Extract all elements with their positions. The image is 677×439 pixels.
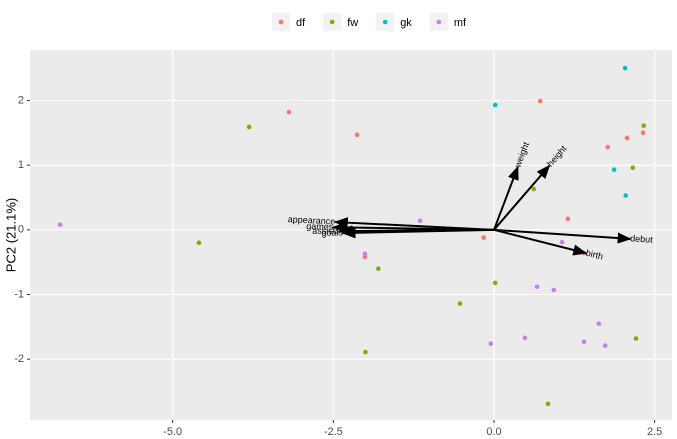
point (624, 135, 630, 141)
point (640, 130, 646, 136)
point (481, 235, 487, 240)
point (354, 132, 360, 138)
legend-symbol (436, 19, 442, 25)
legend-symbol (329, 19, 335, 25)
point (57, 222, 63, 227)
x-tick-label: 2.5 (647, 426, 662, 438)
loading-label: games (306, 221, 334, 231)
point (602, 343, 608, 348)
point (534, 284, 540, 290)
loading-label: appearance (288, 214, 336, 226)
loading-arrow (493, 228, 588, 256)
y-axis-title: PC2 (21.1%) (3, 198, 18, 272)
point (559, 239, 565, 245)
x-tick-label: -2.5 (324, 426, 343, 438)
point (565, 216, 571, 222)
point (531, 186, 537, 192)
loading-arrow (341, 227, 495, 239)
point (488, 341, 494, 346)
legend: df fw gk mf (272, 13, 467, 31)
legend-label: df (296, 17, 306, 29)
x-tick-label: 0.0 (486, 426, 501, 438)
loading-label: assists (312, 225, 340, 235)
y-tick-label: -2 (14, 353, 24, 365)
point (362, 251, 368, 257)
point (633, 336, 639, 341)
point (286, 109, 292, 115)
loading-label: debut (630, 233, 654, 245)
point (622, 65, 628, 71)
x-tick-label: -5.0 (163, 426, 182, 438)
point (363, 349, 368, 355)
y-tick-label: 1 (18, 159, 24, 171)
point (611, 167, 617, 172)
point (641, 123, 647, 128)
point (246, 124, 252, 130)
point (605, 144, 611, 150)
legend-label: fw (347, 17, 358, 29)
loading-arrow (493, 228, 632, 244)
loading-arrow (493, 165, 519, 231)
loading-label: birth (585, 248, 604, 262)
point (545, 401, 551, 407)
point (596, 321, 602, 326)
point (630, 165, 636, 171)
y-tick-label: 0 (18, 224, 24, 236)
legend-symbol (278, 19, 284, 25)
legend-symbol (382, 19, 388, 25)
point (581, 339, 587, 345)
y-tick-label: -1 (14, 288, 24, 300)
point (551, 287, 557, 293)
loading-arrow (493, 164, 551, 231)
point (362, 254, 368, 260)
point (492, 102, 498, 108)
legend-label: mf (454, 17, 467, 29)
point (457, 301, 463, 306)
point (417, 218, 423, 224)
loading-label: goals (321, 227, 343, 237)
legend-label: gk (400, 17, 412, 29)
point (623, 193, 629, 198)
point (196, 240, 202, 246)
point (522, 335, 528, 341)
point (537, 98, 543, 104)
y-tick-label: 2 (18, 94, 24, 106)
point (376, 266, 381, 271)
point (492, 280, 498, 286)
